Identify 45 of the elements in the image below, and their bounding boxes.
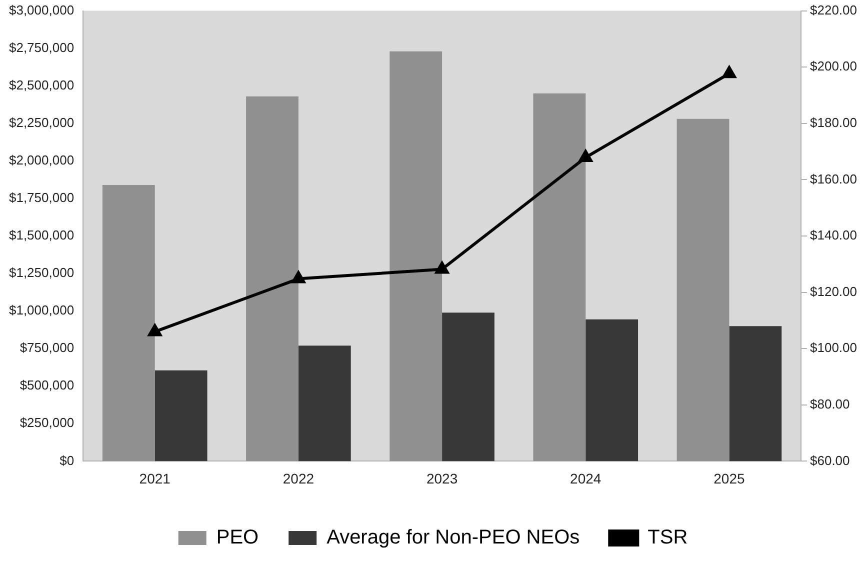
y2-tick-label: $180.00	[810, 114, 858, 130]
point	[722, 66, 736, 78]
y-tick-label: $1,250,000	[8, 265, 74, 280]
y-tick-label: $2,000,000	[8, 152, 74, 168]
y-tick-label: $250,000	[20, 415, 74, 430]
y2-tick-label: $100.00	[810, 340, 858, 356]
x-tick-label: 2024	[570, 470, 602, 486]
bar	[729, 326, 782, 462]
y-tick-label: $3,000,000	[8, 2, 74, 18]
bar	[102, 184, 155, 462]
y2-tick-label: $140.00	[810, 228, 858, 243]
y-tick-label: $500,000	[20, 378, 74, 393]
y-tick-label: $2,750,000	[8, 40, 74, 55]
y-tick-label: $1,500,000	[8, 228, 74, 243]
y-tick-label: $750,000	[20, 340, 74, 356]
bar	[390, 51, 442, 462]
y2-tick-label: $120.00	[810, 284, 858, 299]
y-tick-label: $0	[60, 452, 74, 468]
y-tick-label: $1,750,000	[8, 190, 74, 206]
y2-tick-label: $60.00	[810, 452, 850, 468]
bar	[154, 370, 208, 462]
bar	[298, 346, 351, 462]
y-tick-label: $2,500,000	[8, 77, 74, 92]
x-tick-label: 2021	[139, 470, 171, 486]
y2-tick-label: $160.00	[810, 171, 858, 186]
x-tick-label: 2022	[282, 470, 314, 486]
bar	[246, 96, 298, 462]
bar	[533, 93, 586, 462]
point	[435, 262, 449, 274]
point	[292, 271, 306, 284]
y2-tick-label: $200.00	[810, 58, 858, 74]
legend-label: PEO	[216, 526, 259, 549]
bar	[442, 312, 494, 462]
y-tick-label: $1,000,000	[8, 302, 74, 318]
legend-label: Average for Non-PEO NEOs	[326, 526, 580, 549]
point	[578, 150, 592, 162]
legend-label: TSR	[648, 526, 688, 549]
x-tick-label: 2023	[426, 470, 458, 486]
point	[148, 324, 162, 336]
bar	[586, 319, 638, 462]
bar	[676, 118, 730, 462]
y-tick-label: $2,250,000	[8, 114, 74, 130]
x-tick-label: 2025	[714, 470, 745, 486]
y2-tick-label: $80.00	[810, 396, 850, 412]
y2-tick-label: $220.00	[810, 2, 858, 18]
